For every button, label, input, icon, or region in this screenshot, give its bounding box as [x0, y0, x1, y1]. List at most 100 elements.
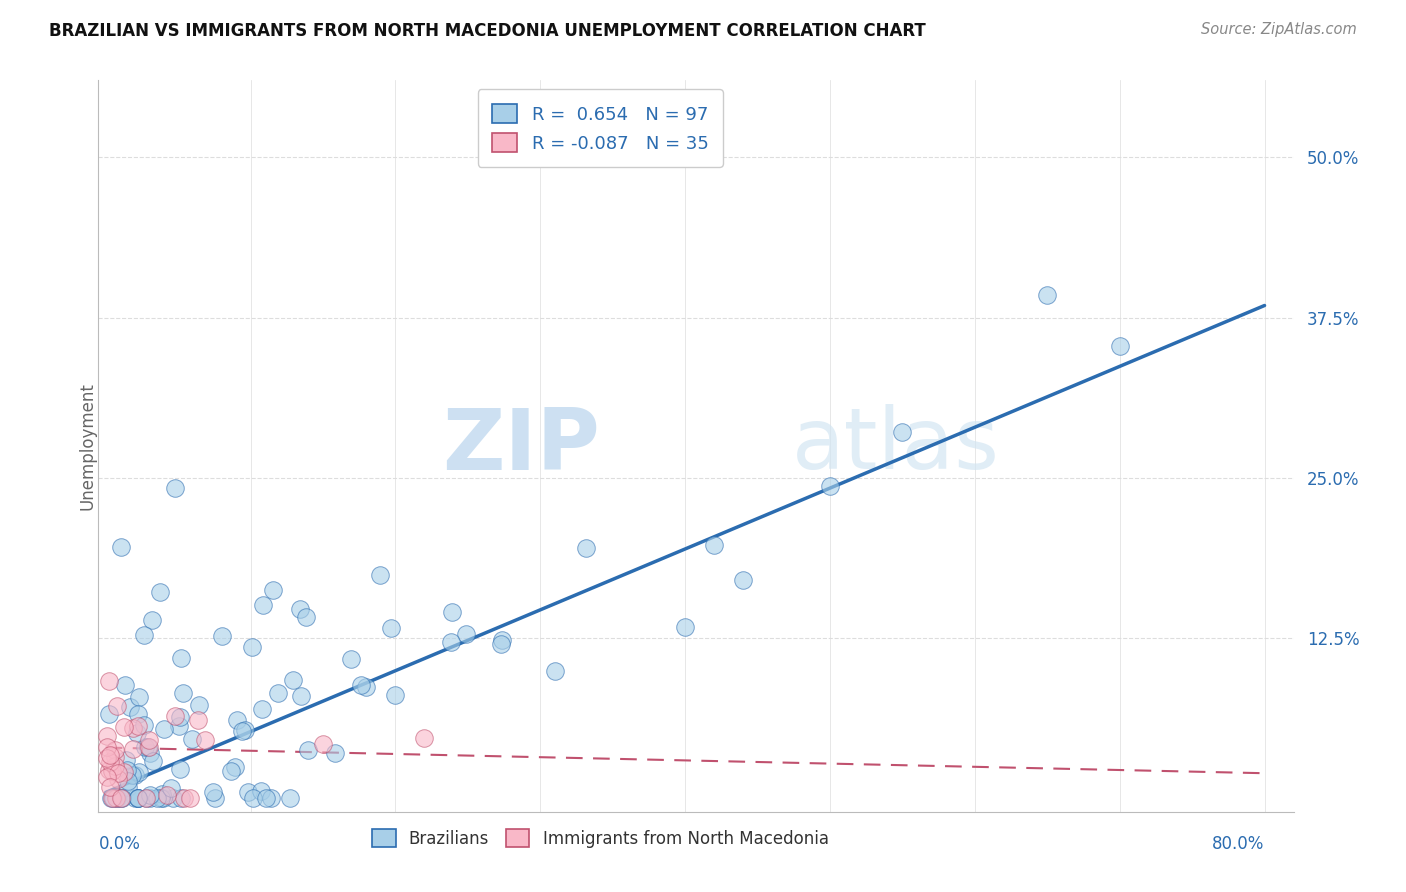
Point: [117, 763, 139, 777]
Point: [703, 539, 725, 553]
Point: [98, 673, 121, 688]
Point: [673, 619, 696, 633]
Point: [98, 755, 121, 769]
Point: [107, 765, 129, 780]
Point: [312, 737, 335, 751]
Point: [262, 582, 284, 597]
Point: [283, 673, 305, 687]
Point: [132, 628, 155, 642]
Point: [156, 788, 179, 802]
Point: [891, 425, 914, 439]
Point: [340, 652, 363, 666]
Point: [96, 739, 118, 754]
Point: [233, 723, 256, 738]
Point: [149, 790, 172, 805]
Point: [260, 790, 283, 805]
Point: [323, 746, 346, 760]
Point: [226, 713, 249, 727]
Point: [100, 790, 122, 805]
Point: [440, 635, 463, 649]
Point: [290, 689, 312, 703]
Point: [135, 790, 157, 805]
Point: [211, 629, 233, 643]
Point: [240, 640, 263, 654]
Point: [101, 790, 124, 805]
Point: [574, 541, 596, 555]
Point: [112, 720, 135, 734]
Point: [288, 602, 311, 616]
Point: [1036, 287, 1059, 301]
Point: [153, 722, 176, 736]
Point: [101, 790, 124, 805]
Point: [127, 790, 149, 805]
Y-axis label: Unemployment: Unemployment: [79, 382, 96, 510]
Point: [124, 790, 146, 805]
Point: [194, 733, 217, 747]
Point: [384, 689, 406, 703]
Point: [128, 690, 150, 705]
Point: [101, 764, 124, 778]
Point: [150, 787, 173, 801]
Text: 0.0%: 0.0%: [98, 835, 141, 853]
Point: [128, 764, 150, 779]
Point: [142, 754, 165, 768]
Point: [114, 753, 136, 767]
Point: [110, 540, 132, 554]
Point: [96, 729, 118, 743]
Point: [354, 680, 377, 694]
Point: [127, 719, 149, 733]
Point: [413, 731, 436, 745]
Point: [138, 739, 160, 754]
Point: [100, 747, 122, 762]
Point: [252, 598, 274, 612]
Point: [105, 698, 128, 713]
Point: [169, 762, 191, 776]
Legend: Brazilians, Immigrants from North Macedonia: Brazilians, Immigrants from North Macedo…: [366, 822, 835, 855]
Point: [96, 770, 118, 784]
Point: [238, 785, 260, 799]
Point: [117, 780, 139, 794]
Point: [100, 780, 122, 794]
Point: [163, 709, 186, 723]
Point: [114, 765, 136, 780]
Point: [125, 726, 148, 740]
Point: [231, 723, 253, 738]
Point: [169, 710, 191, 724]
Point: [146, 790, 169, 805]
Point: [169, 651, 191, 665]
Point: [731, 573, 754, 587]
Text: BRAZILIAN VS IMMIGRANTS FROM NORTH MACEDONIA UNEMPLOYMENT CORRELATION CHART: BRAZILIAN VS IMMIGRANTS FROM NORTH MACED…: [49, 22, 927, 40]
Point: [160, 780, 183, 795]
Point: [104, 743, 127, 757]
Point: [818, 479, 841, 493]
Point: [491, 633, 513, 648]
Point: [122, 742, 145, 756]
Point: [350, 678, 373, 692]
Point: [98, 764, 121, 778]
Point: [138, 733, 160, 747]
Point: [454, 627, 477, 641]
Point: [152, 790, 174, 805]
Point: [138, 790, 160, 805]
Point: [127, 790, 149, 805]
Point: [135, 790, 157, 805]
Point: [114, 678, 136, 692]
Point: [136, 740, 159, 755]
Point: [127, 706, 149, 721]
Point: [489, 637, 512, 651]
Text: ZIP: ZIP: [443, 404, 600, 488]
Point: [105, 790, 128, 805]
Point: [132, 718, 155, 732]
Point: [110, 790, 132, 805]
Point: [169, 718, 191, 732]
Point: [202, 785, 225, 799]
Point: [134, 739, 156, 754]
Point: [139, 788, 162, 802]
Point: [138, 747, 160, 761]
Text: 80.0%: 80.0%: [1212, 835, 1264, 853]
Point: [105, 790, 128, 805]
Point: [104, 750, 127, 764]
Point: [368, 567, 391, 582]
Point: [297, 743, 319, 757]
Point: [179, 790, 201, 805]
